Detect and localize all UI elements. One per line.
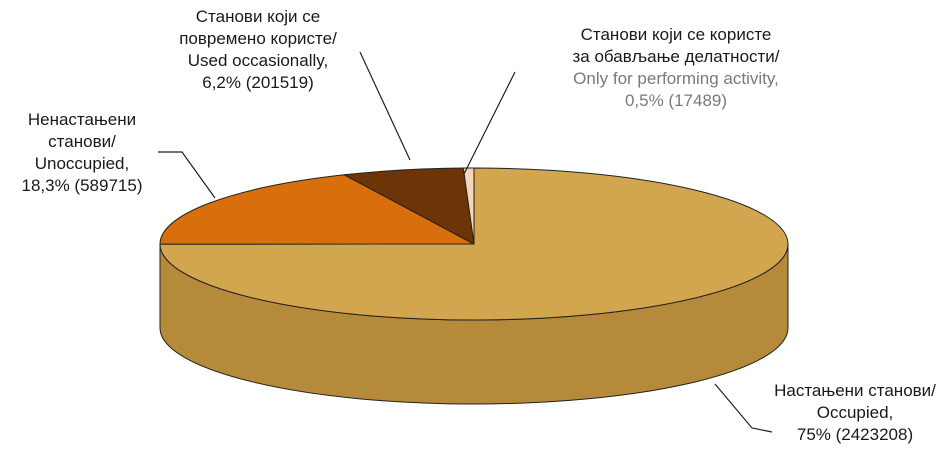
slice-label-line: повремено користе/	[179, 29, 337, 48]
slice-label-line: Ненастањени	[28, 110, 136, 129]
slice-label-line: Occupied,	[817, 403, 894, 422]
slice-label-line: Станови који се	[196, 7, 320, 26]
leader-line-1	[158, 151, 216, 199]
slice-label-line: за обављање делатности/	[572, 47, 779, 66]
slice-label-line: Станови који се користе	[581, 25, 772, 44]
slice-label-line: 6,2% (201519)	[202, 73, 314, 92]
slice-label-line: 75% (2423208)	[797, 425, 913, 444]
slice-label-line: Only for performing activity,	[573, 69, 779, 88]
slice-labels: Настањени станови/Occupied, 75% (2423208)…	[22, 7, 937, 444]
leader-line-3	[463, 71, 516, 175]
leader-lines	[158, 51, 773, 433]
slice-label-line: Used occasionally,	[188, 51, 328, 70]
slice-label-line: 18,3% (589715)	[22, 176, 143, 195]
slice-label-1: Ненастањени станови/Unoccupied, 18,3% (589…	[22, 110, 143, 195]
leader-line-0	[714, 383, 773, 433]
slice-label-3: Станови који се користе за обављање делат…	[572, 25, 779, 110]
slice-label-line: 0,5% (17489)	[625, 91, 727, 110]
pie-slice-2	[342, 167, 475, 245]
slice-label-2: Станови који се повремено користе/Used oc…	[179, 7, 337, 92]
slice-label-line: Unoccupied,	[35, 154, 130, 173]
pie-slice-3	[462, 167, 475, 245]
pie-slice-0	[159, 167, 789, 321]
pie-top-faces	[159, 167, 789, 321]
slice-label-line: Настањени станови/	[774, 381, 936, 400]
slice-label-line: станови/	[48, 132, 116, 151]
leader-line-2	[359, 51, 411, 161]
slice-label-0: Настањени станови/Occupied, 75% (2423208)	[774, 381, 936, 444]
pie-slice-1	[159, 174, 475, 245]
